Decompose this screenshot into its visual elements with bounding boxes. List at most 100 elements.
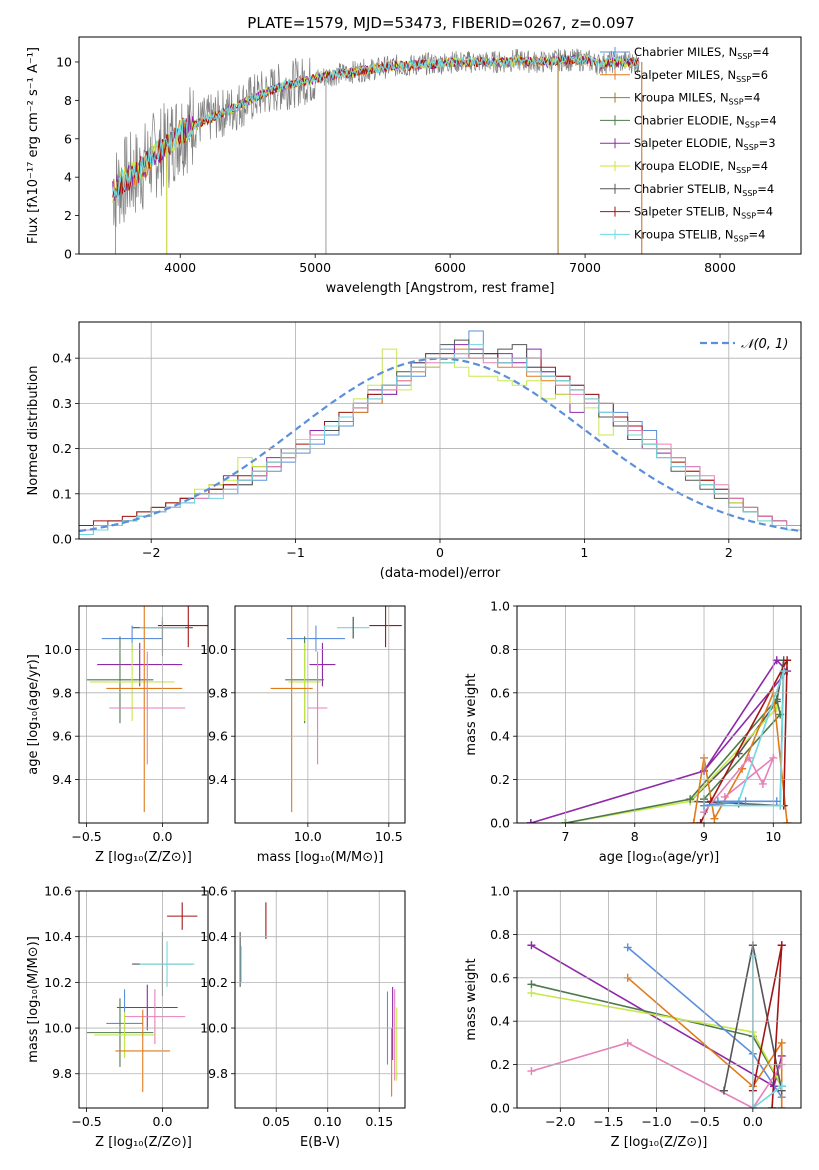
legend-value: =4 (760, 113, 777, 127)
legend-label: 𝒩(0, 1) (741, 337, 788, 352)
weight-marker (776, 801, 785, 810)
legend-value: =4 (756, 205, 773, 219)
weight-marker (777, 941, 786, 950)
legend-value: =4 (749, 227, 766, 241)
panel-mass_vs_Z: −0.5 0.0 9.8 10.0 10.2 10.4 10.6 Z [log₁₀(Z/Z⊙)… (26, 884, 209, 1150)
legend-name: Salpeter ELODIE, N (634, 136, 744, 150)
legend-label: Chabrier ELODIE, NSSP=4 (634, 113, 777, 129)
y-tick-label: 10.4 (44, 929, 72, 944)
y-tick-label: 0.0 (52, 532, 72, 547)
legend-subscript: SSP (729, 98, 744, 107)
weight-line (752, 945, 783, 1108)
legend-label: Kroupa STELIB, NSSP=4 (634, 227, 765, 243)
legend-subscript: SSP (745, 120, 760, 129)
legend-value: =4 (751, 159, 768, 173)
x-tick-label: 0.10 (314, 1114, 342, 1129)
weight-marker (777, 1104, 786, 1108)
x-tick-label: 2 (725, 545, 733, 560)
y-axis-label: Normed distribution (26, 366, 41, 496)
y-tick-label: 1.0 (490, 884, 510, 899)
legend-subscript: SSP (737, 52, 752, 61)
x-tick-label: 4000 (164, 260, 196, 275)
legend-value: =6 (751, 68, 768, 82)
x-tick-label: −1.5 (593, 1114, 623, 1129)
weight-marker (526, 819, 535, 823)
x-tick-label: 10.5 (375, 829, 403, 844)
panel-histogram: −2 −1 0 1 2 0.0 0.1 0.2 0.3 0.4 (data-model)/error… (26, 321, 802, 581)
legend-label: Kroupa MILES, NSSP=4 (634, 91, 760, 107)
legend-value: =4 (752, 45, 769, 59)
legend-label: Salpeter STELIB, NSSP=4 (634, 205, 773, 221)
legend-value: =4 (757, 182, 774, 196)
weight-marker (741, 797, 750, 806)
x-tick-label: 0.0 (153, 829, 173, 844)
legend-subscript: SSP (742, 189, 757, 198)
y-tick-label: 0.8 (490, 642, 510, 657)
x-axis-label: (data-model)/error (380, 566, 501, 581)
weight-marker (772, 797, 781, 806)
weight-marker (777, 1082, 786, 1091)
legend-name: Salpeter STELIB, N (634, 205, 741, 219)
y-tick-label: 10.0 (200, 1021, 228, 1036)
legend-name: Chabrier ELODIE, N (634, 113, 745, 127)
x-tick-label: −0.5 (71, 1114, 101, 1129)
x-tick-label: −1 (286, 545, 304, 560)
spectrum-model-line (112, 54, 639, 201)
plot-area-spectrum (112, 48, 643, 254)
x-tick-label: −2.0 (545, 1114, 575, 1129)
weight-line (531, 1042, 783, 1108)
y-tick-label: 6 (64, 131, 72, 146)
x-tick-label: 6000 (434, 260, 466, 275)
x-tick-label: 0.0 (153, 1114, 173, 1129)
plot-area-age_vs_Z (86, 606, 208, 813)
x-tick-label: 9 (700, 829, 708, 844)
x-tick-label: 0.0 (743, 1114, 763, 1129)
panel-weight_vs_Z: −2.0 −1.5 −1.0 −0.5 0.0 0.0 0.2 0.4 0.6 0.8 1.0 Z [… (464, 884, 802, 1150)
figure-title: PLATE=1579, MJD=53473, FIBERID=0267, z=0… (247, 14, 634, 32)
legend-name: Kroupa MILES, N (634, 91, 729, 105)
y-tick-label: 9.8 (52, 685, 72, 700)
legend-name: Kroupa ELODIE, N (634, 159, 736, 173)
axes-frame (234, 890, 406, 1109)
weight-marker (719, 1086, 728, 1095)
weight-line (699, 659, 788, 823)
weight-marker (686, 795, 695, 804)
weight-marker (783, 656, 792, 665)
legend-label: Salpeter MILES, NSSP=6 (634, 68, 768, 84)
y-tick-label: 0.2 (490, 1057, 510, 1072)
y-tick-label: 9.4 (208, 772, 228, 787)
weight-marker (779, 667, 788, 676)
y-tick-label: 9.8 (52, 1066, 72, 1081)
y-tick-label: 0.3 (52, 396, 72, 411)
panel-spectrum: 4000 5000 6000 7000 8000 0 2 4 6 8 10 wavelength [A… (26, 36, 802, 296)
y-tick-label: 0.4 (490, 1014, 510, 1029)
y-tick-label: 0.4 (490, 729, 510, 744)
x-axis-label: wavelength [Angstrom, rest frame] (326, 281, 555, 296)
x-axis-label: Z [log₁₀(Z/Z⊙)] (95, 1135, 192, 1150)
plot-area-mass_vs_Z (86, 902, 198, 1093)
y-axis-label: age [log₁₀(age/yr)] (26, 654, 41, 775)
y-tick-label: 9.8 (208, 1066, 228, 1081)
normal-curve (79, 357, 799, 533)
y-axis-label: Flux [fλ10⁻¹⁷ erg cm⁻² s⁻¹ A⁻¹] (26, 47, 41, 244)
weight-marker (696, 819, 705, 823)
y-tick-label: 0.6 (490, 970, 510, 985)
axes-frame (78, 605, 209, 824)
axes-frame (516, 890, 802, 1109)
y-tick-label: 8 (64, 93, 72, 108)
weight-marker (713, 797, 722, 806)
x-axis-label: E(B-V) (300, 1135, 340, 1150)
weight-marker (777, 1038, 786, 1047)
x-tick-label: 10 (765, 829, 781, 844)
legend-subscript: SSP (736, 75, 751, 84)
y-tick-label: 0.4 (52, 351, 72, 366)
x-tick-label: 0.05 (262, 1114, 290, 1129)
y-tick-label: 1.0 (490, 599, 510, 614)
spectrum-model-line (112, 54, 639, 199)
x-tick-label: 1 (580, 545, 588, 560)
y-axis-label: mass weight (464, 958, 479, 1040)
legend-label: Chabrier MILES, NSSP=4 (634, 45, 769, 61)
x-tick-label: 5000 (299, 260, 331, 275)
x-tick-label: 0 (436, 545, 444, 560)
